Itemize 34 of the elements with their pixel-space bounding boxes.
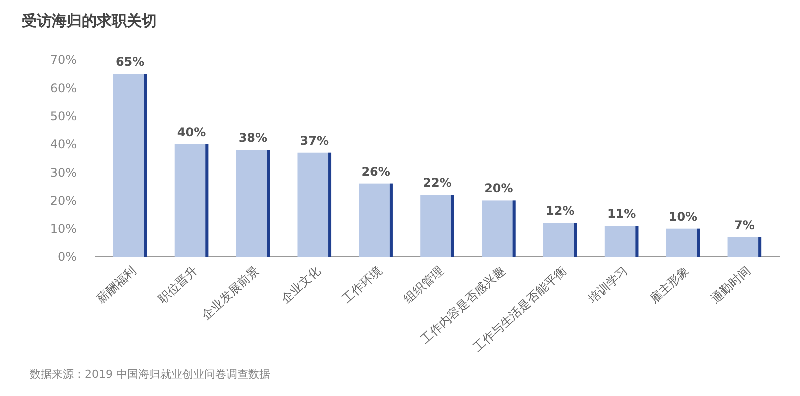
x-tick-label: 企业文化	[278, 264, 324, 306]
x-tick-label: 工作环境	[340, 264, 385, 306]
bar	[359, 184, 393, 257]
y-tick-label: 70%	[50, 53, 77, 68]
bar	[420, 195, 454, 257]
bar	[543, 223, 578, 257]
x-tick-label: 雇主形象	[647, 264, 692, 306]
y-tick-label: 50%	[50, 109, 77, 124]
x-tick-label: 通勤时间	[708, 264, 754, 306]
data-label: 22%	[423, 176, 452, 190]
y-tick-label: 40%	[50, 138, 77, 152]
x-tick-label: 培训学习	[584, 264, 631, 308]
source-note: 数据来源：2019 中国海归就业创业问卷调查数据	[30, 368, 270, 381]
x-tick-label: 组织管理	[401, 264, 446, 306]
y-tick-label: 0%	[58, 250, 77, 264]
x-tick-label: 薪酬福利	[94, 264, 140, 306]
data-label: 40%	[177, 125, 206, 140]
y-tick-label: 20%	[50, 194, 77, 208]
bar	[482, 200, 516, 257]
data-label: 11%	[607, 207, 636, 222]
data-label: 37%	[300, 134, 329, 148]
x-tick-label: 企业发展前景	[199, 264, 262, 323]
data-label: 65%	[116, 55, 145, 70]
chart-title: 受访海归的求职关切	[21, 12, 157, 30]
x-tick-label: 职位晋升	[156, 264, 201, 306]
data-label: 20%	[484, 182, 514, 196]
data-label: 12%	[546, 204, 575, 218]
y-tick-label: 60%	[50, 81, 77, 96]
y-tick-label: 30%	[50, 166, 77, 180]
y-tick-label: 10%	[50, 222, 77, 236]
data-label: 10%	[668, 210, 698, 224]
data-label: 7%	[734, 218, 755, 232]
data-label: 38%	[238, 131, 268, 146]
data-label: 26%	[362, 164, 390, 179]
